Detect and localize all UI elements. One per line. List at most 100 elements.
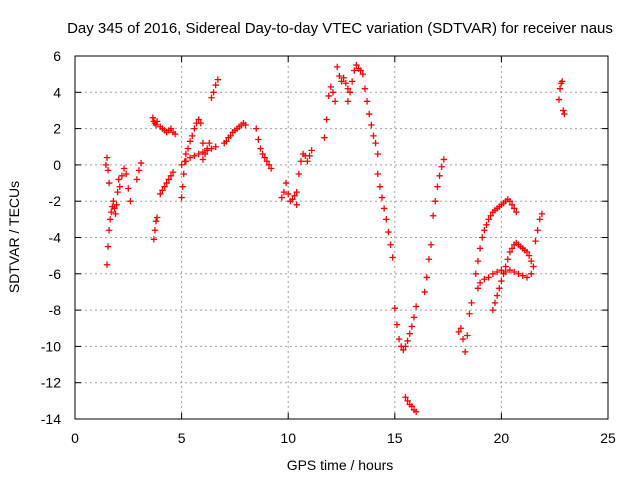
x-tick-label: 15 bbox=[387, 430, 403, 446]
data-point-plus bbox=[506, 266, 514, 274]
data-point-plus bbox=[304, 158, 311, 165]
x-axis-label: GPS time / hours bbox=[287, 457, 394, 473]
data-point-plus bbox=[257, 145, 264, 152]
series-track-19 bbox=[374, 170, 396, 261]
series-track-2 bbox=[102, 154, 113, 187]
data-point-plus bbox=[406, 330, 413, 337]
data-point-plus bbox=[504, 256, 511, 263]
data-point-plus bbox=[425, 256, 433, 263]
data-point-plus bbox=[242, 121, 249, 129]
data-point-plus bbox=[561, 110, 568, 118]
data-point-plus bbox=[436, 172, 443, 179]
data-point-plus bbox=[165, 176, 173, 183]
data-point-plus bbox=[387, 241, 394, 248]
series-track-23 bbox=[455, 299, 475, 356]
data-point-plus bbox=[104, 243, 112, 250]
data-point-plus bbox=[182, 158, 190, 165]
data-point-plus bbox=[395, 335, 403, 343]
data-point-plus bbox=[227, 132, 234, 140]
data-point-plus bbox=[122, 170, 130, 178]
data-point-plus bbox=[459, 335, 467, 343]
y-tick-label: 6 bbox=[53, 48, 61, 64]
data-point-plus bbox=[493, 292, 501, 299]
data-points bbox=[102, 61, 568, 415]
chart-title: Day 345 of 2016, Sidereal Day-to-day VTE… bbox=[67, 20, 613, 37]
data-point-plus bbox=[525, 252, 533, 259]
series-track-26 bbox=[489, 239, 537, 314]
axis-ticks bbox=[74, 55, 609, 420]
data-point-plus bbox=[110, 198, 117, 205]
data-point-plus bbox=[195, 150, 202, 158]
data-point-plus bbox=[342, 80, 349, 87]
series-track-14 bbox=[278, 179, 300, 209]
data-point-plus bbox=[195, 116, 202, 123]
x-tick-label: 25 bbox=[600, 430, 616, 446]
data-point-plus bbox=[178, 194, 185, 201]
data-point-plus bbox=[506, 198, 514, 205]
data-point-plus bbox=[325, 92, 332, 100]
data-point-plus bbox=[152, 217, 160, 225]
data-point-plus bbox=[408, 323, 416, 330]
data-point-plus bbox=[267, 165, 275, 172]
data-point-plus bbox=[479, 234, 486, 241]
series-track-8 bbox=[157, 168, 177, 198]
data-point-plus bbox=[135, 167, 143, 174]
data-point-plus bbox=[118, 172, 126, 179]
data-point-plus bbox=[179, 183, 186, 190]
data-point-plus bbox=[523, 248, 531, 256]
data-point-plus bbox=[278, 194, 286, 201]
data-point-plus bbox=[427, 241, 435, 248]
data-point-plus bbox=[483, 221, 490, 228]
data-point-plus bbox=[368, 121, 375, 129]
data-point-plus bbox=[253, 125, 260, 132]
data-point-plus bbox=[528, 257, 535, 265]
data-point-plus bbox=[261, 154, 268, 161]
y-tick-label: -8 bbox=[49, 302, 62, 318]
series-track-13 bbox=[253, 125, 275, 172]
x-tick-label: 10 bbox=[280, 430, 296, 446]
series-track-24 bbox=[472, 196, 520, 277]
y-tick-label: -12 bbox=[41, 375, 61, 391]
data-point-plus bbox=[359, 70, 367, 78]
data-point-plus bbox=[180, 170, 187, 178]
series-track-10 bbox=[178, 143, 219, 169]
data-point-plus bbox=[336, 72, 343, 80]
series-track-21 bbox=[402, 394, 420, 415]
data-point-plus bbox=[150, 236, 158, 243]
data-point-plus bbox=[438, 163, 445, 170]
series-track-1 bbox=[103, 176, 122, 268]
data-point-plus bbox=[212, 143, 219, 150]
series-track-17 bbox=[334, 63, 352, 92]
data-point-plus bbox=[348, 78, 356, 85]
data-point-plus bbox=[197, 119, 204, 127]
data-point-plus bbox=[560, 107, 567, 114]
data-point-plus bbox=[491, 299, 499, 307]
data-point-plus bbox=[555, 96, 563, 103]
data-point-plus bbox=[530, 263, 537, 270]
data-point-plus bbox=[361, 85, 369, 92]
data-point-plus bbox=[191, 152, 198, 160]
data-point-plus bbox=[393, 321, 401, 328]
data-point-plus bbox=[476, 279, 484, 287]
data-point-plus bbox=[461, 348, 469, 356]
data-point-plus bbox=[374, 150, 381, 158]
data-point-plus bbox=[376, 183, 384, 190]
series-track-16 bbox=[321, 83, 339, 141]
data-point-plus bbox=[199, 156, 207, 163]
data-point-plus bbox=[513, 208, 520, 216]
series-track-12 bbox=[221, 119, 249, 147]
data-point-plus bbox=[523, 274, 531, 281]
data-point-plus bbox=[201, 150, 209, 158]
data-point-plus bbox=[558, 78, 566, 85]
data-point-plus bbox=[344, 98, 352, 105]
data-point-plus bbox=[366, 110, 373, 118]
data-point-plus bbox=[487, 212, 494, 219]
data-point-plus bbox=[323, 116, 330, 123]
data-point-plus bbox=[472, 270, 480, 277]
y-tick-label: -10 bbox=[41, 338, 61, 354]
series-track-9 bbox=[178, 116, 207, 201]
data-point-plus bbox=[206, 139, 213, 147]
data-point-plus bbox=[108, 208, 115, 216]
data-point-plus bbox=[114, 188, 121, 196]
data-point-plus bbox=[510, 268, 518, 276]
